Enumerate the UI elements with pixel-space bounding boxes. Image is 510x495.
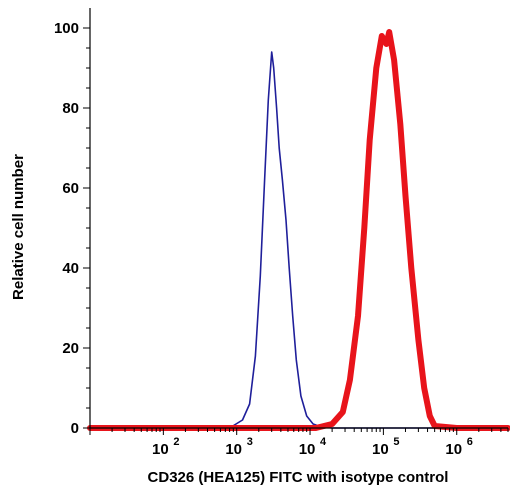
x-axis-title: CD326 (HEA125) FITC with isotype control [148,469,449,486]
x-tick-exponent: 2 [173,436,179,448]
y-tick-label: 0 [71,420,79,437]
x-tick-label: 10 5 [372,436,399,458]
x-tick-base: 10 [225,441,242,458]
x-tick-base: 10 [299,441,316,458]
series-line-1 [89,51,509,429]
x-tick-label: 10 2 [152,436,179,458]
y-axis-title: Relative cell number [10,154,27,300]
x-tick-label: 10 3 [225,436,252,458]
x-tick-exponent: 3 [247,436,253,448]
x-tick-exponent: 4 [320,436,327,448]
y-tick-label: 80 [62,100,79,117]
x-tick-label: 10 6 [445,436,472,458]
series-line-2 [87,29,510,431]
y-tick-label: 100 [54,20,79,37]
y-axis: 0 20 40 60 80 100 [54,8,91,437]
x-tick-exponent: 6 [467,436,473,448]
x-tick-exponent: 5 [393,436,399,448]
x-tick-base: 10 [152,441,169,458]
y-tick-label: 40 [62,260,79,277]
y-tick-label: 60 [62,180,79,197]
x-tick-base: 10 [372,441,389,458]
x-tick-label: 10 4 [299,436,327,458]
plot-area [87,29,510,431]
x-tick-base: 10 [445,441,462,458]
x-axis: 10 2 10 3 10 4 10 5 10 6 [89,427,509,458]
y-tick-label: 20 [62,340,79,357]
